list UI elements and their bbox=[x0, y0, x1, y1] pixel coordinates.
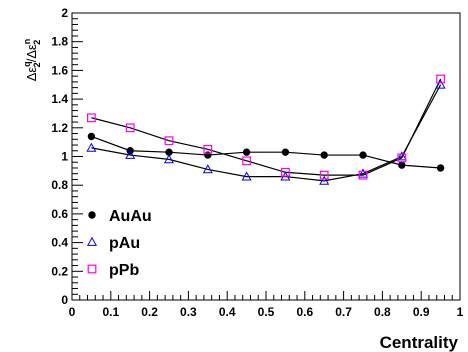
legend-marker-auau bbox=[88, 211, 96, 219]
y-tick-label: 0 bbox=[61, 293, 68, 307]
x-tick-label: 1 bbox=[457, 305, 464, 319]
y-axis-title-part: Δε bbox=[24, 67, 39, 82]
y-tick-label: 1.8 bbox=[51, 35, 68, 49]
y-tick-label: 1.6 bbox=[51, 63, 68, 77]
series-line-pau bbox=[91, 84, 442, 182]
legend-marker-ppb bbox=[87, 264, 97, 274]
x-tick-label: 0 bbox=[69, 305, 76, 319]
data-point-pau bbox=[163, 154, 175, 164]
data-point-ppb bbox=[397, 153, 407, 163]
data-point-ppb bbox=[436, 74, 445, 84]
y-tick-label: 0.6 bbox=[51, 207, 68, 221]
y-tick-label: 0.8 bbox=[51, 178, 68, 192]
y-tick-label: 0.2 bbox=[51, 264, 68, 278]
ticks: 0 0.1 0.2 0.3 0.4 0.5 0.6 0.7 0.8 0.9 1 0 0.2 0.4 0.6 0… bbox=[51, 6, 463, 319]
data-point-ppb bbox=[319, 170, 329, 180]
data-point-ppb bbox=[164, 136, 174, 146]
data-point-ppb bbox=[203, 144, 213, 154]
y-axis-title-sup: n bbox=[22, 39, 32, 45]
x-tick-label: 0.1 bbox=[102, 305, 119, 319]
y-axis-title: Δεq2/Δεn2 bbox=[22, 39, 42, 82]
data-point-pau bbox=[396, 151, 407, 161]
x-tick-label: 0.4 bbox=[219, 305, 236, 319]
y-tick-label: 2 bbox=[61, 6, 68, 20]
series-line-ppb bbox=[91, 78, 442, 176]
data-point-pau bbox=[125, 149, 136, 159]
x-tick-label: 0.5 bbox=[258, 305, 275, 319]
data-point-ppb bbox=[358, 170, 368, 180]
legend: AuAu pAu pPb bbox=[86, 208, 152, 279]
data-point-pau bbox=[319, 175, 330, 185]
data-point-ppb bbox=[125, 123, 135, 133]
data-point-pau bbox=[435, 79, 446, 89]
series-lines bbox=[91, 78, 442, 182]
x-tick-label: 0.3 bbox=[180, 305, 197, 319]
x-tick-label: 0.7 bbox=[335, 305, 352, 319]
data-point-auau bbox=[320, 151, 328, 159]
x-tick-label: 0.2 bbox=[141, 305, 158, 319]
y-tick-label: 1 bbox=[61, 150, 68, 164]
y-axis-title-sub: 2 bbox=[32, 62, 42, 67]
data-point-pau bbox=[86, 142, 97, 152]
y-tick-label: 1.4 bbox=[51, 92, 68, 106]
y-axis-title-sub: 2 bbox=[32, 40, 42, 45]
legend-label-auau: AuAu bbox=[109, 208, 152, 225]
data-point-pau bbox=[241, 171, 252, 181]
legend-label-pau: pAu bbox=[109, 235, 140, 252]
x-axis-title: Centrality bbox=[380, 333, 459, 352]
series-line-auau bbox=[91, 135, 441, 169]
data-point-auau bbox=[281, 148, 290, 156]
data-point-auau bbox=[242, 148, 251, 156]
data-point-ppb bbox=[86, 113, 96, 123]
legend-label-ppb: pPb bbox=[109, 262, 139, 279]
y-axis-title-part: /Δε bbox=[24, 44, 39, 62]
data-point-ppb bbox=[242, 156, 252, 166]
data-point-auau bbox=[398, 161, 406, 169]
x-tick-label: 0.8 bbox=[374, 305, 391, 319]
data-point-pau bbox=[202, 164, 213, 174]
y-axis-title-sup: q bbox=[22, 61, 32, 67]
y-tick-label: 1.2 bbox=[51, 121, 68, 135]
data-point-pau bbox=[357, 168, 369, 178]
y-tick-label: 0.4 bbox=[51, 236, 68, 250]
legend-marker-pau bbox=[86, 236, 98, 246]
x-tick-label: 0.9 bbox=[413, 305, 430, 319]
data-point-auau bbox=[87, 132, 96, 141]
data-point-auau bbox=[436, 164, 445, 172]
data-point-auau bbox=[359, 151, 367, 159]
x-tick-label: 0.6 bbox=[296, 305, 313, 319]
series-markers bbox=[86, 74, 446, 185]
data-point-ppb bbox=[281, 167, 290, 177]
